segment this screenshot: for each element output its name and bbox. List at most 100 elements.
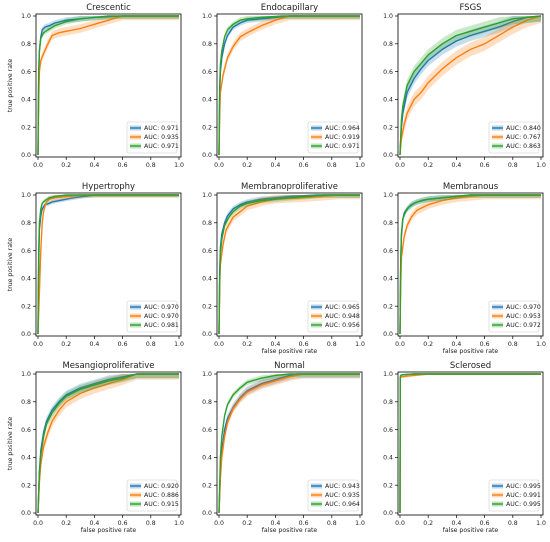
plot-frame (216, 13, 363, 158)
x-tick-label: 0.2 (242, 162, 252, 169)
legend-entry: AUC: 0.935 (144, 134, 179, 141)
chart-panel-0: Crescentic 0.00.0 0.2 0.2 0.4 0.4 0.6 0.6 0.8 0.8… (7, 3, 184, 169)
legend-entry: AUC: 0.995 (506, 483, 541, 490)
series-line (37, 15, 179, 156)
x-tick-label: 0.0 (214, 520, 224, 527)
legend-box (307, 300, 359, 333)
x-tick-label: 0.2 (242, 341, 252, 348)
plot-frame (216, 192, 363, 337)
series-line (399, 373, 541, 514)
x-tick-label: 1.0 (355, 162, 365, 169)
y-tick-label: 0.4 (21, 97, 31, 104)
x-tick-label: 1.0 (174, 341, 184, 348)
y-tick-label: 0.8 (383, 399, 393, 406)
x-tick-label: 0.0 (33, 341, 43, 348)
y-tick-label: 0.2 (202, 303, 212, 310)
legend-entry: AUC: 0.840 (506, 125, 541, 132)
x-tick-label: 1.0 (355, 520, 365, 527)
series-band (400, 16, 541, 155)
y-tick-label: 0.6 (383, 248, 393, 255)
y-tick-label: 1.0 (21, 192, 31, 199)
y-tick-label: 0.4 (202, 455, 212, 462)
x-tick-label: 0.2 (423, 341, 433, 348)
y-tick-label: 0.0 (383, 510, 393, 517)
legend-box (307, 121, 359, 154)
y-tick-label: 1.0 (202, 192, 212, 199)
chart-title: Endocapillary (261, 3, 318, 13)
y-tick-label: 0.0 (202, 331, 212, 338)
series-band (400, 16, 541, 155)
x-tick-label: 0.4 (89, 162, 99, 169)
y-tick-label: 0.2 (383, 482, 393, 489)
chart-title: FSGS (459, 3, 481, 13)
series-line (37, 194, 179, 335)
x-tick-label: 0.0 (214, 162, 224, 169)
y-tick-label: 0.4 (202, 97, 212, 104)
series-band (219, 16, 360, 155)
legend-box (488, 121, 540, 154)
x-tick-label: 0.0 (33, 162, 43, 169)
x-tick-label: 1.0 (536, 520, 546, 527)
x-tick-label: 0.4 (451, 162, 461, 169)
series-line (399, 15, 542, 156)
chart-panel-6: Mesangioproliferative 0.00.0 0.2 0.2 0.4 0.4 0… (7, 361, 184, 534)
x-tick-label: 0.4 (89, 341, 99, 348)
x-tick-label: 0.4 (451, 341, 461, 348)
chart-title: Normal (274, 361, 305, 371)
y-tick-label: 1.0 (21, 13, 31, 20)
x-tick-label: 0.8 (327, 162, 337, 169)
x-tick-label: 0.2 (423, 162, 433, 169)
y-tick-label: 0.0 (21, 152, 31, 159)
y-tick-label: 0.2 (202, 482, 212, 489)
y-axis-label: true positive rate (7, 417, 14, 471)
legend-entry: AUC: 0.981 (144, 322, 179, 329)
legend-entry: AUC: 0.971 (144, 143, 179, 150)
x-tick-label: 0.8 (146, 520, 156, 527)
legend-entry: AUC: 0.767 (506, 134, 541, 141)
x-tick-label: 0.6 (118, 341, 128, 348)
chart-panel-7: Normal 0.00.0 0.2 0.2 0.4 0.4 0.6 0.6 0.8 0.8 1.0 1… (202, 361, 365, 534)
series-band (219, 195, 360, 334)
legend-box (488, 300, 540, 333)
y-axis-label: true positive rate (7, 238, 14, 292)
series-band (38, 16, 179, 155)
x-tick-label: 0.0 (395, 520, 405, 527)
plot-frame (216, 371, 363, 516)
y-tick-label: 0.6 (202, 248, 212, 255)
legend-entry: AUC: 0.970 (506, 304, 541, 311)
x-tick-label: 0.2 (61, 341, 71, 348)
x-tick-label: 0.6 (118, 520, 128, 527)
x-tick-label: 0.4 (270, 520, 280, 527)
x-tick-label: 0.0 (33, 520, 43, 527)
x-tick-label: 0.6 (299, 162, 309, 169)
x-tick-label: 0.4 (89, 520, 99, 527)
y-tick-label: 1.0 (383, 192, 393, 199)
y-tick-label: 1.0 (383, 13, 393, 20)
series-line (218, 373, 360, 514)
y-axis-label: true positive rate (7, 59, 14, 113)
x-axis-label: false positive rate (262, 348, 318, 355)
x-tick-label: 0.6 (480, 341, 490, 348)
chart-panel-4: Membranoproliferative 0.00.0 0.2 0.2 0.4 0.4 0… (202, 182, 365, 355)
y-tick-label: 0.0 (21, 331, 31, 338)
x-tick-label: 0.0 (395, 341, 405, 348)
legend-box (307, 479, 359, 512)
x-tick-label: 0.0 (214, 341, 224, 348)
y-tick-label: 0.8 (202, 399, 212, 406)
legend-entry: AUC: 0.970 (144, 313, 179, 320)
y-tick-label: 0.8 (21, 220, 31, 227)
legend-box (126, 300, 178, 333)
legend-entry: AUC: 0.886 (144, 492, 179, 499)
y-tick-label: 0.2 (383, 303, 393, 310)
y-tick-label: 0.4 (383, 97, 393, 104)
legend-entry: AUC: 0.970 (144, 304, 179, 311)
legend-entry: AUC: 0.948 (325, 313, 360, 320)
legend-entry: AUC: 0.964 (325, 125, 360, 132)
x-tick-label: 1.0 (174, 520, 184, 527)
y-tick-label: 1.0 (21, 371, 31, 378)
legend-entry: AUC: 0.919 (325, 134, 360, 141)
y-tick-label: 1.0 (202, 371, 212, 378)
y-tick-label: 0.6 (202, 69, 212, 76)
series-line (399, 15, 542, 156)
